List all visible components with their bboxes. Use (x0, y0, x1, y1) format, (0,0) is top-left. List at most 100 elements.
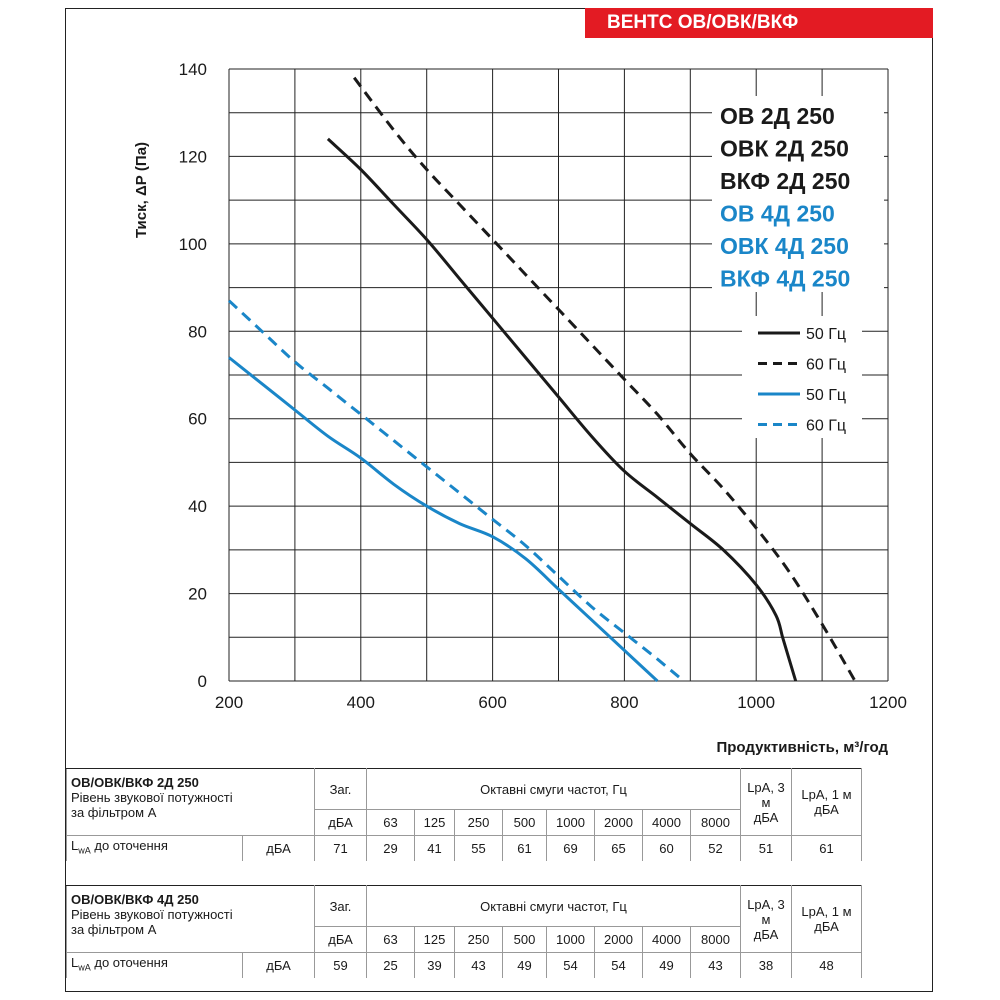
total-unit: дБА (314, 809, 367, 836)
y-tick-label: 120 (179, 147, 207, 166)
table-filter: за фільтром А (71, 922, 157, 937)
y-axis-label: Тиск, ΔР (Па) (133, 142, 150, 238)
table-title: ОВ/ОВК/ВКФ 4Д 250 (71, 892, 199, 907)
lpa1-value: 48 (791, 952, 862, 978)
brand-banner: ВЕНТС ОВ/ОВК/ВКФ (585, 8, 933, 38)
model-label: ОВК 2Д 250 (720, 136, 849, 162)
lpa3-unit: дБА (753, 809, 779, 825)
chart-legend: 50 Гц 60 Гц 50 Гц 60 Гц (742, 316, 862, 438)
table-description: ОВ/ОВК/ВКФ 4Д 250 Рівень звукової потужно… (66, 885, 315, 953)
lpa1-unit: дБА (814, 919, 839, 934)
band-label: 1000 (546, 809, 595, 836)
lpa1-value: 61 (791, 835, 862, 861)
band-value: 60 (642, 835, 691, 861)
band-value: 61 (502, 835, 547, 861)
lpa3-header: LpA, 3 м дБА (740, 768, 792, 836)
sound-table: ОВ/ОВК/ВКФ 4Д 250 Рівень звукової потужно… (66, 885, 929, 978)
legend-label: 60 Гц (806, 418, 846, 435)
y-tick-label: 0 (198, 672, 207, 691)
chart-axes: 200 400 600 800 1000 1200 0 20 40 60 80 100 120 140 Ти… (133, 60, 907, 756)
x-tick-label: 1200 (869, 693, 907, 712)
band-value: 65 (594, 835, 643, 861)
band-value: 54 (546, 952, 595, 978)
band-label: 500 (502, 809, 547, 836)
pressure-flow-chart: 200 400 600 800 1000 1200 0 20 40 60 80 100 120 140 Ти… (133, 60, 907, 756)
y-tick-label: 60 (188, 410, 207, 429)
y-tick-label: 20 (188, 585, 207, 604)
band-value: 41 (414, 835, 455, 861)
band-label: 500 (502, 926, 547, 953)
sound-table: ОВ/ОВК/ВКФ 2Д 250 Рівень звукової потужно… (66, 768, 929, 861)
total-header: Заг. (314, 768, 367, 810)
legend-bg (742, 316, 862, 438)
series-line-4Д-50hz (228, 356, 659, 683)
model-label: ВКФ 2Д 250 (720, 168, 850, 194)
band-label: 63 (366, 809, 415, 836)
band-label: 2000 (594, 926, 643, 953)
row-label-sub: wA (78, 962, 91, 973)
lpa3-label: LpA, 3 м (747, 896, 785, 927)
bands-header: Октавні смуги частот, Гц (366, 768, 741, 810)
band-value: 54 (594, 952, 643, 978)
lpa3-unit: дБА (753, 926, 779, 942)
model-label: ВКФ 4Д 250 (720, 266, 850, 292)
model-label: ОВК 4Д 250 (720, 233, 849, 259)
bands-header: Октавні смуги частот, Гц (366, 885, 741, 927)
x-tick-label: 200 (215, 693, 243, 712)
table-row: дБА 63 125 250 500 1000 2000 4000 8000 (67, 926, 929, 953)
row-label: LwA до оточення (66, 835, 243, 861)
model-labels: ОВ 2Д 250 ОВК 2Д 250 ВКФ 2Д 250 ОВ 4Д 250 ОВ… (712, 96, 884, 292)
band-label: 8000 (690, 926, 741, 953)
model-labels-bg (712, 96, 884, 292)
band-label: 2000 (594, 809, 643, 836)
row-label-main: L (71, 955, 79, 971)
y-tick-label: 80 (188, 322, 207, 341)
table-subtitle: Рівень звукової потужності (71, 907, 233, 922)
table-title: ОВ/ОВК/ВКФ 2Д 250 (71, 775, 199, 790)
band-value: 29 (366, 835, 415, 861)
band-value: 52 (690, 835, 741, 861)
band-value: 39 (414, 952, 455, 978)
x-tick-label: 600 (478, 693, 506, 712)
band-value: 43 (454, 952, 503, 978)
band-value: 49 (642, 952, 691, 978)
row-unit: дБА (242, 835, 315, 861)
table-row: дБА 63 125 250 500 1000 2000 4000 8000 (67, 809, 929, 836)
lpa1-label: LpA, 1 м (801, 787, 852, 802)
band-value: 25 (366, 952, 415, 978)
band-label: 63 (366, 926, 415, 953)
band-label: 1000 (546, 926, 595, 953)
table-row: LwA до оточення дБА 71 29 41 55 61 69 65 60 52 51 61 (66, 835, 929, 861)
band-label: 125 (414, 809, 455, 836)
total-unit: дБА (314, 926, 367, 953)
series-line-2Д-60hz (352, 76, 857, 682)
lpa1-header: LpA, 1 м дБА (791, 885, 862, 953)
band-label: 8000 (690, 809, 741, 836)
band-label: 4000 (642, 926, 691, 953)
table-row: ОВ/ОВК/ВКФ 2Д 250 Рівень звукової потужно… (66, 768, 929, 836)
band-label: 250 (454, 809, 503, 836)
legend-label: 60 Гц (806, 357, 846, 374)
lpa1-header: LpA, 1 м дБА (791, 768, 862, 836)
x-axis-label: Продуктивність, м³/год (716, 739, 888, 756)
table-row: ОВ/ОВК/ВКФ 4Д 250 Рівень звукової потужно… (66, 885, 929, 953)
total-header: Заг. (314, 885, 367, 927)
model-label: ОВ 4Д 250 (720, 201, 835, 227)
x-tick-label: 1000 (737, 693, 775, 712)
row-label-sub: wA (78, 845, 91, 856)
y-tick-label: 40 (188, 497, 207, 516)
row-label: LwA до оточення (66, 952, 243, 978)
legend-label: 50 Гц (806, 326, 846, 343)
lpa1-label: LpA, 1 м (801, 904, 852, 919)
band-label: 250 (454, 926, 503, 953)
row-label-rest: до оточення (90, 838, 168, 854)
y-tick-label: 140 (179, 60, 207, 79)
x-tick-label: 800 (610, 693, 638, 712)
band-value: 49 (502, 952, 547, 978)
row-label-main: L (71, 838, 79, 854)
y-tick-label: 100 (179, 235, 207, 254)
band-value: 69 (546, 835, 595, 861)
band-label: 125 (414, 926, 455, 953)
lpa3-value: 51 (740, 835, 792, 861)
table-filter: за фільтром А (71, 805, 157, 820)
